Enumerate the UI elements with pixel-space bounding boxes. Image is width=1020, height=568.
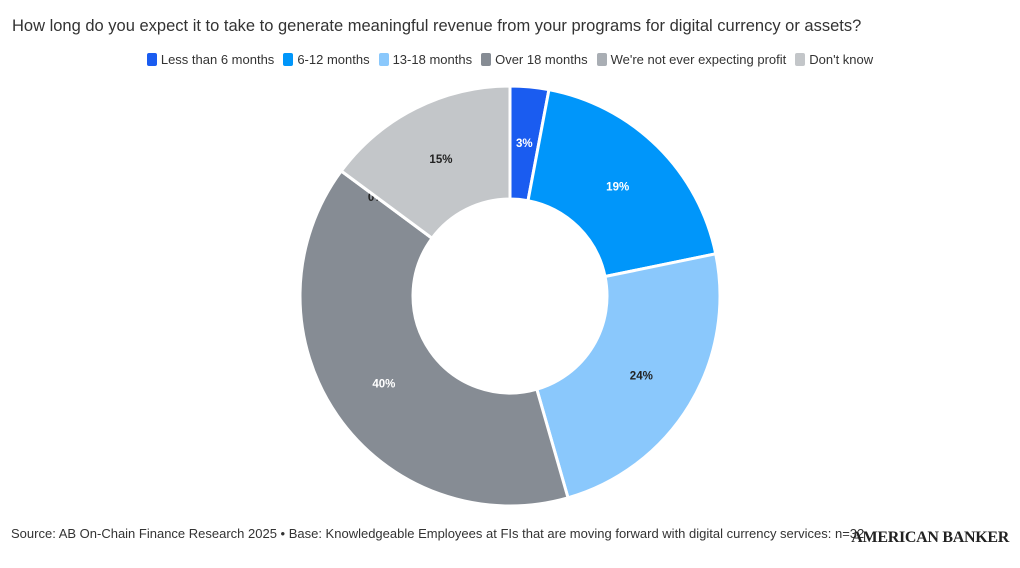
source-note: Source: AB On-Chain Finance Research 202…: [11, 526, 865, 541]
legend-swatch: [283, 53, 294, 66]
legend-swatch: [795, 53, 806, 66]
american-banker-logo: AMERICAN BANKER: [851, 529, 1009, 546]
legend-label: 13-18 months: [392, 52, 473, 67]
legend-swatch: [146, 53, 157, 66]
legend-swatch: [481, 53, 492, 66]
legend-item[interactable]: We're not ever expecting profit: [596, 52, 787, 67]
chart-title: How long do you expect it to take to gen…: [12, 17, 862, 35]
slice-label: 19%: [606, 182, 629, 194]
legend-item[interactable]: Less than 6 months: [146, 52, 275, 67]
slice-label: 24%: [630, 370, 653, 382]
legend-item[interactable]: Over 18 months: [481, 52, 588, 67]
legend-item[interactable]: Don't know: [795, 52, 873, 67]
legend-item[interactable]: 6-12 months: [283, 52, 370, 67]
donut-slice[interactable]: [298, 168, 570, 508]
donut-slice[interactable]: [534, 252, 722, 500]
legend-swatch: [378, 53, 389, 66]
slice-label: 40%: [372, 378, 395, 390]
slice-label: 15%: [429, 154, 452, 166]
donut-slice[interactable]: [526, 87, 718, 279]
legend-label: Don't know: [809, 52, 874, 67]
slice-label: 3%: [516, 138, 533, 150]
legend-label: Over 18 months: [495, 52, 588, 67]
legend-item[interactable]: 13-18 months: [378, 52, 473, 67]
legend-label: Less than 6 months: [160, 52, 275, 67]
legend: Less than 6 months 6-12 months 13-18 month…: [0, 52, 1020, 67]
legend-label: We're not ever expecting profit: [610, 52, 787, 67]
donut-slice[interactable]: [339, 84, 512, 241]
legend-label: 6-12 months: [297, 52, 370, 67]
legend-swatch: [596, 53, 607, 66]
